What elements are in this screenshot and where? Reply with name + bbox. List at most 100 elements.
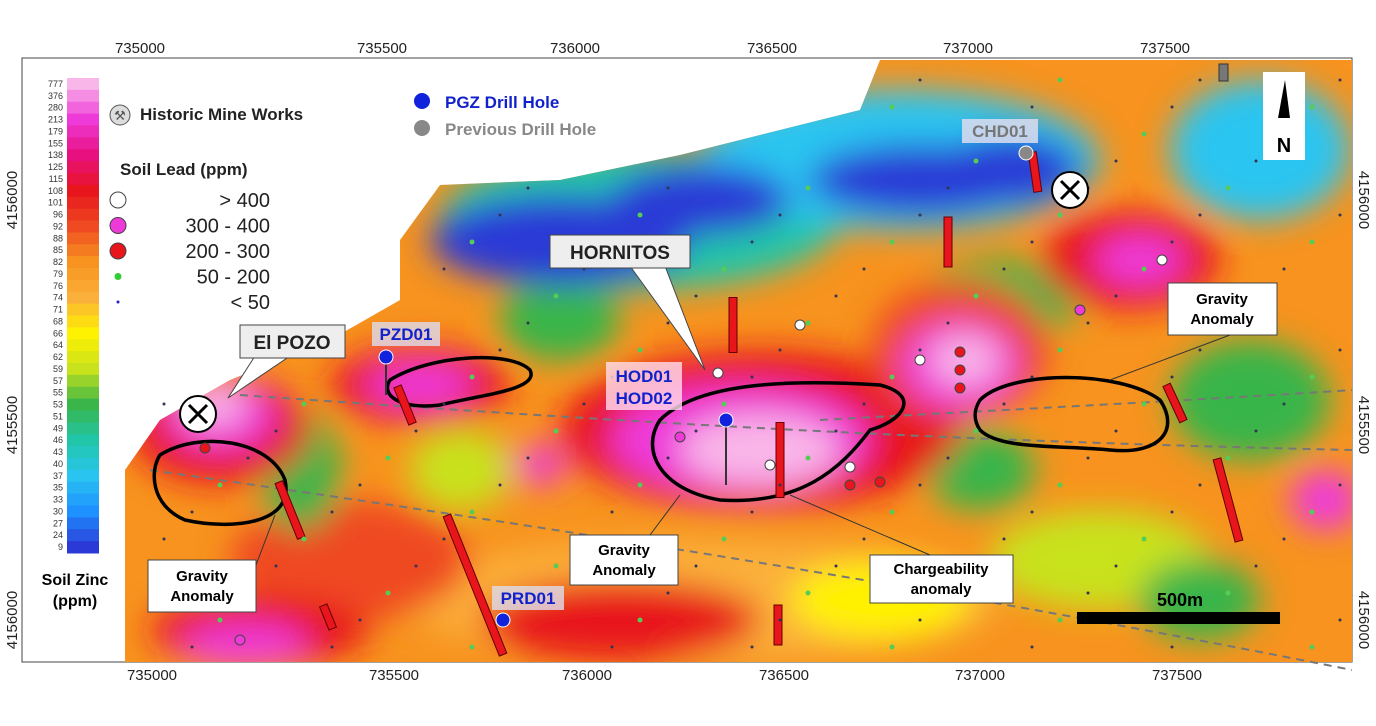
scale-label: 40 — [53, 459, 63, 469]
lead-sample — [954, 346, 966, 358]
soil-sample — [526, 321, 530, 325]
lead-sample — [234, 634, 246, 646]
soil-sample — [1198, 78, 1202, 82]
scale-label: 101 — [48, 198, 63, 208]
soil-sample — [1141, 401, 1147, 407]
soil-sample — [1338, 213, 1342, 217]
surface-patch — [940, 135, 1080, 205]
scale-swatch — [67, 541, 99, 554]
soil-sample — [889, 644, 895, 650]
soil-sample — [1309, 644, 1315, 650]
scale-label: 213 — [48, 115, 63, 125]
lead-sample — [199, 442, 211, 454]
soil-sample — [1254, 429, 1258, 433]
soil-sample — [973, 428, 979, 434]
label-box — [372, 322, 440, 346]
callout-box — [869, 554, 1014, 604]
label-box — [962, 119, 1038, 143]
soil-sample — [1170, 375, 1174, 379]
top-axis-label: 735500 — [357, 40, 407, 57]
lead-class-symbol — [109, 217, 127, 234]
lead-class-label: 300 - 400 — [185, 216, 270, 238]
previous-drill-marker — [1218, 63, 1229, 82]
scale-swatch — [67, 291, 99, 305]
soil-sample — [358, 483, 362, 487]
scale-swatch — [67, 374, 99, 388]
bottom-axis-label: 737500 — [1152, 667, 1202, 684]
soil-sample — [1338, 483, 1342, 487]
scale-swatch — [67, 422, 99, 435]
soil-sample — [946, 321, 950, 325]
scale-label: 33 — [53, 495, 63, 505]
hod01-label: HOD01 — [616, 367, 673, 386]
pgz-drill-hole — [495, 612, 511, 628]
top-axis-label: 736500 — [747, 40, 797, 57]
lead-class-symbol — [114, 273, 122, 280]
scale-swatch — [67, 493, 99, 506]
bottom-axis-label: 737000 — [955, 667, 1005, 684]
scale-label: 27 — [53, 518, 63, 528]
scale-label: 57 — [53, 376, 63, 386]
axis-labels: 735000 735000 735500 735500 736000 736000 7365… — [4, 40, 1372, 684]
soil-sample — [778, 213, 782, 217]
soil-sample — [274, 429, 278, 433]
soil-sample — [1170, 645, 1174, 649]
soil-sample — [1057, 347, 1063, 353]
soil-sample — [358, 618, 362, 622]
soil-sample — [946, 186, 950, 190]
soil-sample — [637, 617, 643, 623]
scale-swatch — [67, 327, 99, 340]
scale-swatch — [67, 161, 99, 174]
callout-box — [1167, 282, 1278, 336]
scale-swatch — [67, 268, 99, 281]
scale-label: 82 — [53, 257, 63, 267]
drill-trace — [393, 384, 417, 426]
drill-trace — [775, 422, 785, 498]
soil-sample — [666, 186, 670, 190]
scale-swatch — [67, 220, 99, 233]
scale-swatch — [67, 398, 99, 411]
lead-sample — [954, 382, 966, 394]
scale-label: 43 — [53, 447, 63, 457]
north-arrow — [1278, 80, 1290, 118]
scale-swatch — [67, 529, 99, 542]
soil-sample — [469, 644, 475, 650]
soil-sample — [834, 429, 838, 433]
surface-blobs — [130, 80, 1352, 662]
soil-sample — [973, 293, 979, 299]
soil-sample — [805, 185, 811, 191]
soil-sample — [1338, 618, 1342, 622]
soil-sample — [778, 618, 782, 622]
surface-patch — [515, 445, 565, 485]
soil-sample — [246, 456, 250, 460]
lead-sample — [712, 367, 724, 379]
soil-sample — [918, 78, 922, 82]
soil-sample — [469, 374, 475, 380]
soil-sample — [862, 267, 866, 271]
soil-sample — [918, 483, 922, 487]
hod02-label: HOD02 — [616, 389, 673, 408]
dashed-line — [239, 394, 1353, 451]
bottom-axis-label: 735500 — [369, 667, 419, 684]
scale-label: 53 — [53, 400, 63, 410]
lead-sample — [954, 364, 966, 376]
soil-sample — [946, 456, 950, 460]
scale-swatch — [67, 505, 99, 518]
drill-trace — [318, 603, 338, 631]
zinc-title: Soil Zinc (ppm) — [42, 572, 109, 610]
left-axis-label: 4156000 — [4, 171, 21, 229]
soil-sample — [1225, 185, 1231, 191]
soil-sample — [666, 591, 670, 595]
soil-sample — [889, 374, 895, 380]
soil-sample — [1198, 213, 1202, 217]
soil-sample — [190, 645, 194, 649]
drill-trace — [1162, 382, 1188, 424]
previous-icon — [414, 120, 430, 136]
scale-swatch — [67, 410, 99, 423]
soil-sample — [385, 455, 391, 461]
pgz-drill-hole — [378, 349, 394, 365]
scale-label: 138 — [48, 150, 63, 160]
soil-sample — [385, 590, 391, 596]
soil-sample — [162, 537, 166, 541]
